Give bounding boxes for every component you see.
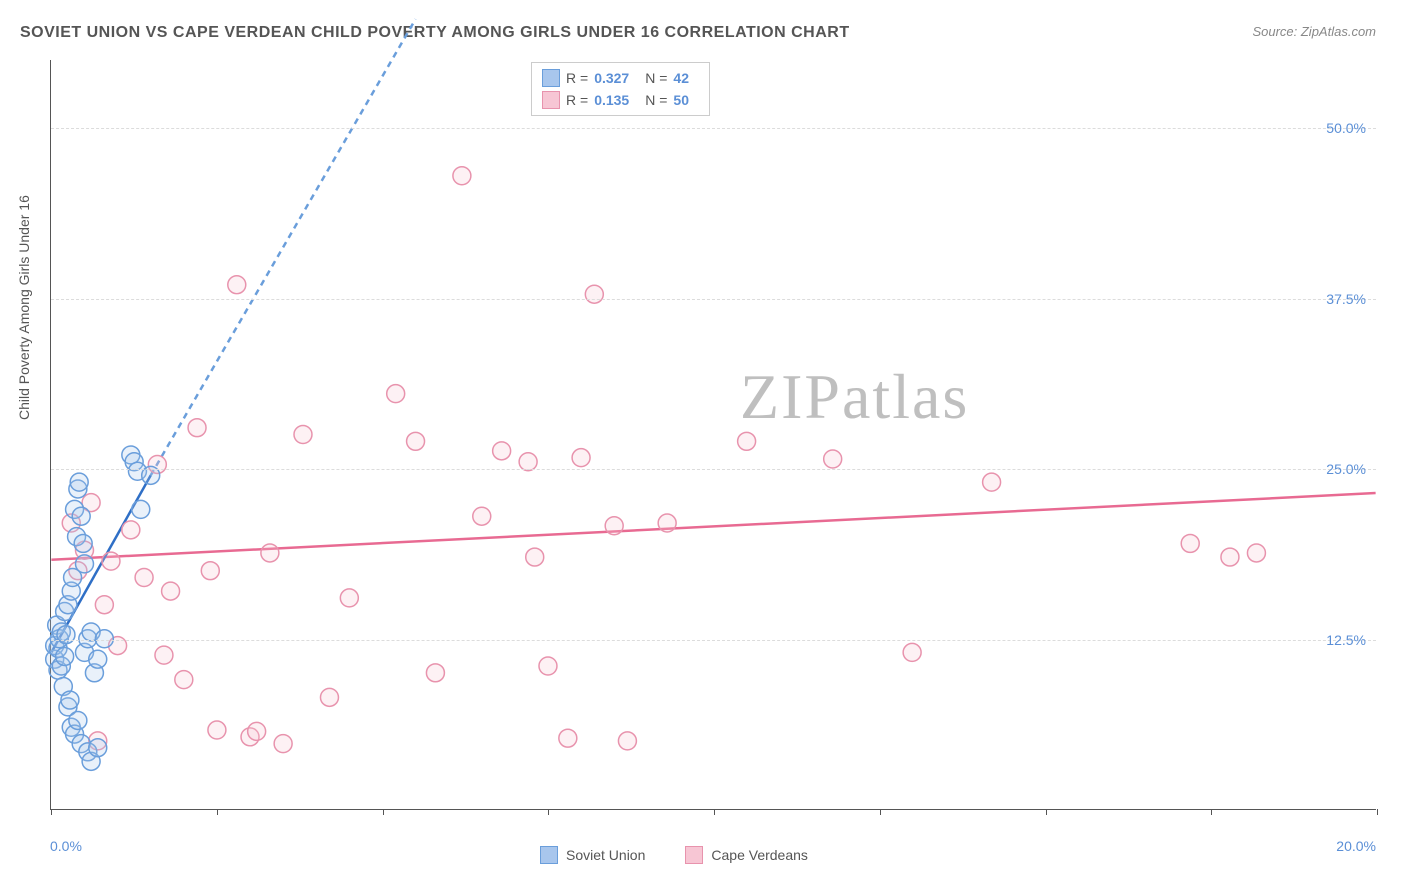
point-soviet bbox=[132, 500, 150, 518]
point-cape bbox=[572, 449, 590, 467]
point-soviet bbox=[69, 711, 87, 729]
point-cape bbox=[102, 552, 120, 570]
point-cape bbox=[605, 517, 623, 535]
point-cape bbox=[162, 582, 180, 600]
point-soviet bbox=[72, 507, 90, 525]
x-tick bbox=[51, 809, 52, 815]
point-cape bbox=[407, 432, 425, 450]
point-cape bbox=[983, 473, 1001, 491]
point-soviet bbox=[70, 473, 88, 491]
chart-title: SOVIET UNION VS CAPE VERDEAN CHILD POVER… bbox=[20, 24, 850, 42]
point-cape bbox=[526, 548, 544, 566]
point-cape bbox=[1221, 548, 1239, 566]
gridline-h bbox=[51, 299, 1376, 300]
x-tick-label: 0.0% bbox=[50, 838, 82, 854]
x-tick bbox=[880, 809, 881, 815]
plot-area: R = 0.327 N = 42 R = 0.135 N = 50 12.5% 2… bbox=[50, 60, 1376, 810]
r-label: R = bbox=[566, 92, 588, 108]
scatter-svg bbox=[51, 60, 1376, 809]
point-cape bbox=[122, 521, 140, 539]
swatch-soviet bbox=[540, 846, 558, 864]
swatch-cape bbox=[685, 846, 703, 864]
point-cape bbox=[426, 664, 444, 682]
point-cape bbox=[585, 285, 603, 303]
r-label: R = bbox=[566, 70, 588, 86]
swatch-cape bbox=[542, 91, 560, 109]
y-tick-label: 50.0% bbox=[1326, 120, 1366, 136]
point-soviet bbox=[89, 650, 107, 668]
legend-item-soviet: Soviet Union bbox=[540, 846, 645, 864]
x-tick-label: 20.0% bbox=[1336, 838, 1376, 854]
point-cape bbox=[1247, 544, 1265, 562]
point-cape bbox=[493, 442, 511, 460]
point-cape bbox=[320, 688, 338, 706]
x-tick bbox=[714, 809, 715, 815]
x-tick bbox=[383, 809, 384, 815]
point-cape bbox=[618, 732, 636, 750]
point-cape bbox=[274, 735, 292, 753]
point-cape bbox=[658, 514, 676, 532]
y-tick-label: 25.0% bbox=[1326, 461, 1366, 477]
point-cape bbox=[95, 596, 113, 614]
point-cape bbox=[519, 453, 537, 471]
point-cape bbox=[261, 544, 279, 562]
point-cape bbox=[539, 657, 557, 675]
y-tick-label: 12.5% bbox=[1326, 632, 1366, 648]
point-cape bbox=[248, 722, 266, 740]
x-tick bbox=[548, 809, 549, 815]
point-cape bbox=[135, 569, 153, 587]
y-axis-label: Child Poverty Among Girls Under 16 bbox=[16, 195, 32, 420]
legend-label-cape: Cape Verdeans bbox=[711, 847, 808, 863]
legend-label-soviet: Soviet Union bbox=[566, 847, 645, 863]
legend-row-soviet: R = 0.327 N = 42 bbox=[542, 67, 699, 89]
point-soviet bbox=[76, 555, 94, 573]
y-tick-label: 37.5% bbox=[1326, 291, 1366, 307]
point-cape bbox=[201, 562, 219, 580]
point-cape bbox=[188, 419, 206, 437]
point-soviet bbox=[74, 534, 92, 552]
point-cape bbox=[559, 729, 577, 747]
point-cape bbox=[387, 385, 405, 403]
x-tick bbox=[1046, 809, 1047, 815]
x-tick bbox=[1211, 809, 1212, 815]
x-tick bbox=[217, 809, 218, 815]
trend-line bbox=[151, 19, 416, 475]
gridline-h bbox=[51, 128, 1376, 129]
point-soviet bbox=[56, 647, 74, 665]
x-tick bbox=[1377, 809, 1378, 815]
point-cape bbox=[228, 276, 246, 294]
gridline-h bbox=[51, 640, 1376, 641]
point-cape bbox=[1181, 534, 1199, 552]
legend-row-cape: R = 0.135 N = 50 bbox=[542, 89, 699, 111]
point-cape bbox=[340, 589, 358, 607]
point-cape bbox=[903, 643, 921, 661]
r-value-cape: 0.135 bbox=[594, 92, 629, 108]
gridline-h bbox=[51, 469, 1376, 470]
point-cape bbox=[824, 450, 842, 468]
point-cape bbox=[294, 426, 312, 444]
point-cape bbox=[738, 432, 756, 450]
point-soviet bbox=[89, 739, 107, 757]
n-value-soviet: 42 bbox=[673, 70, 689, 86]
point-cape bbox=[155, 646, 173, 664]
source-label: Source: ZipAtlas.com bbox=[1252, 24, 1376, 39]
series-legend: Soviet Union Cape Verdeans bbox=[540, 846, 808, 864]
swatch-soviet bbox=[542, 69, 560, 87]
point-soviet bbox=[61, 691, 79, 709]
trend-line bbox=[51, 493, 1375, 560]
point-cape bbox=[175, 671, 193, 689]
n-label: N = bbox=[645, 92, 667, 108]
point-cape bbox=[473, 507, 491, 525]
point-cape bbox=[208, 721, 226, 739]
point-soviet bbox=[57, 626, 75, 644]
point-cape bbox=[453, 167, 471, 185]
n-value-cape: 50 bbox=[673, 92, 689, 108]
r-value-soviet: 0.327 bbox=[594, 70, 629, 86]
legend-item-cape: Cape Verdeans bbox=[685, 846, 808, 864]
n-label: N = bbox=[645, 70, 667, 86]
correlation-legend: R = 0.327 N = 42 R = 0.135 N = 50 bbox=[531, 62, 710, 116]
